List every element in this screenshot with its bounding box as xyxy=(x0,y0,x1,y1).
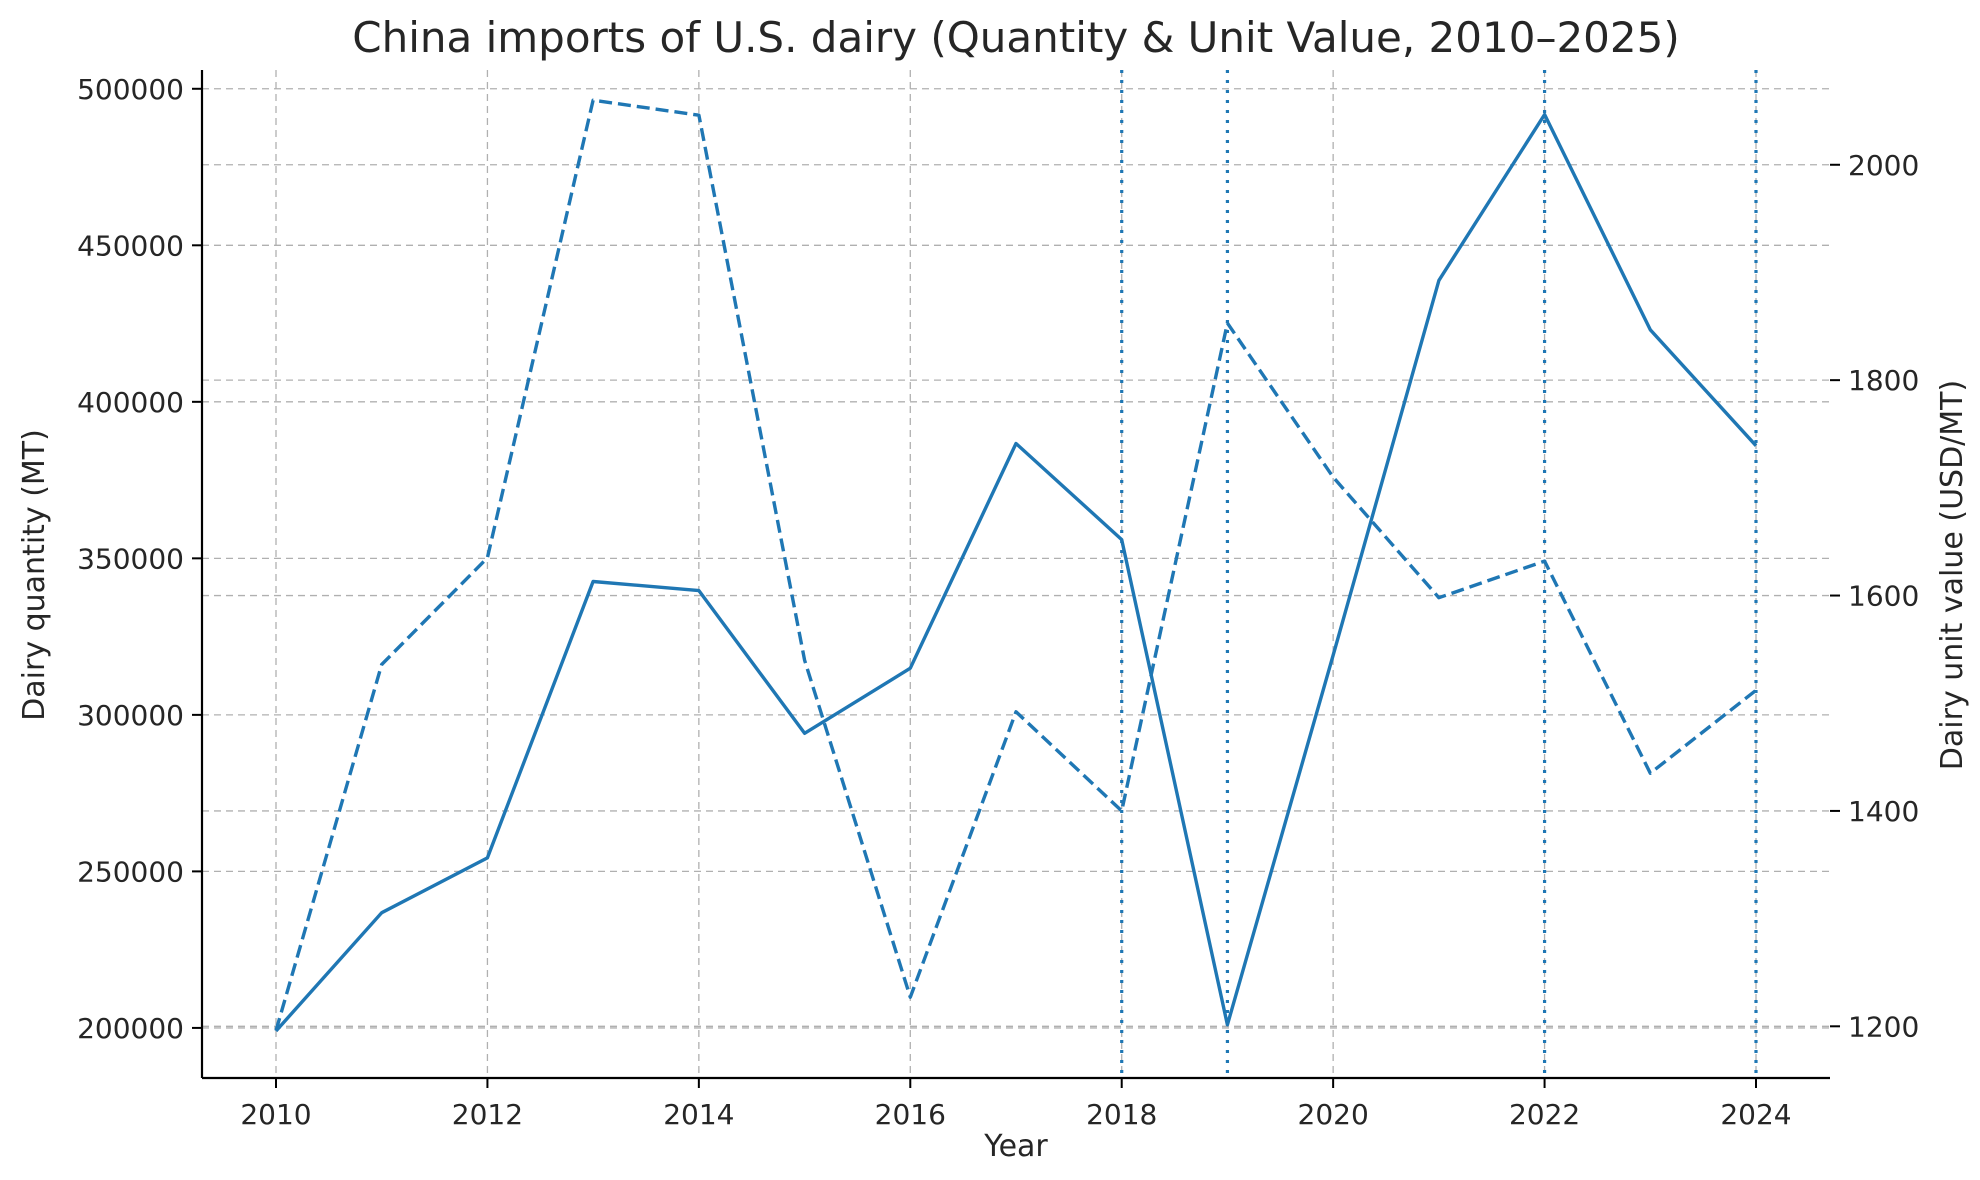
y-tick-label-right: 1200 xyxy=(1848,1010,1919,1043)
y-tick-label-right: 1400 xyxy=(1848,795,1919,828)
series-layer xyxy=(274,98,1758,1033)
event-lines xyxy=(1120,70,1758,1078)
axes: 2010 2012 2014 2016 2018 2020 2022 2024 200000 25… xyxy=(77,70,1919,1131)
y-tick-label-right: 2000 xyxy=(1848,149,1919,182)
y-tick-label-left: 200000 xyxy=(77,1012,184,1045)
x-tick-label: 2022 xyxy=(1509,1098,1580,1131)
x-axis-label: Year xyxy=(983,1129,1048,1164)
y-axis-label-left: Dairy quantity (MT) xyxy=(17,429,52,721)
y-tick-label-left: 500000 xyxy=(77,73,184,106)
y-tick-label-left: 350000 xyxy=(77,542,184,575)
y-tick-label-right: 1800 xyxy=(1848,364,1919,397)
x-tick-label: 2018 xyxy=(1086,1098,1157,1131)
x-tick-label: 2024 xyxy=(1720,1098,1791,1131)
y-tick-label-left: 450000 xyxy=(77,229,184,262)
y-axis-label-right: Dairy unit value (USD/MT) xyxy=(1935,380,1970,770)
x-tick-label: 2014 xyxy=(663,1098,734,1131)
x-tick-label: 2016 xyxy=(875,1098,946,1131)
x-tick-label: 2012 xyxy=(452,1098,523,1131)
x-tick-label: 2020 xyxy=(1298,1098,1369,1131)
y-tick-label-left: 250000 xyxy=(77,855,184,888)
y-tick-label-left: 400000 xyxy=(77,386,184,419)
y-tick-label-right: 1600 xyxy=(1848,580,1919,613)
series-line-right-dashed xyxy=(274,98,1758,1032)
y-tick-label-left: 300000 xyxy=(77,699,184,732)
chart-title: China imports of U.S. dairy (Quantity & … xyxy=(352,13,1679,62)
x-tick-label: 2010 xyxy=(240,1098,311,1131)
grid xyxy=(202,70,1830,1078)
series-line-left-solid xyxy=(274,112,1758,1033)
